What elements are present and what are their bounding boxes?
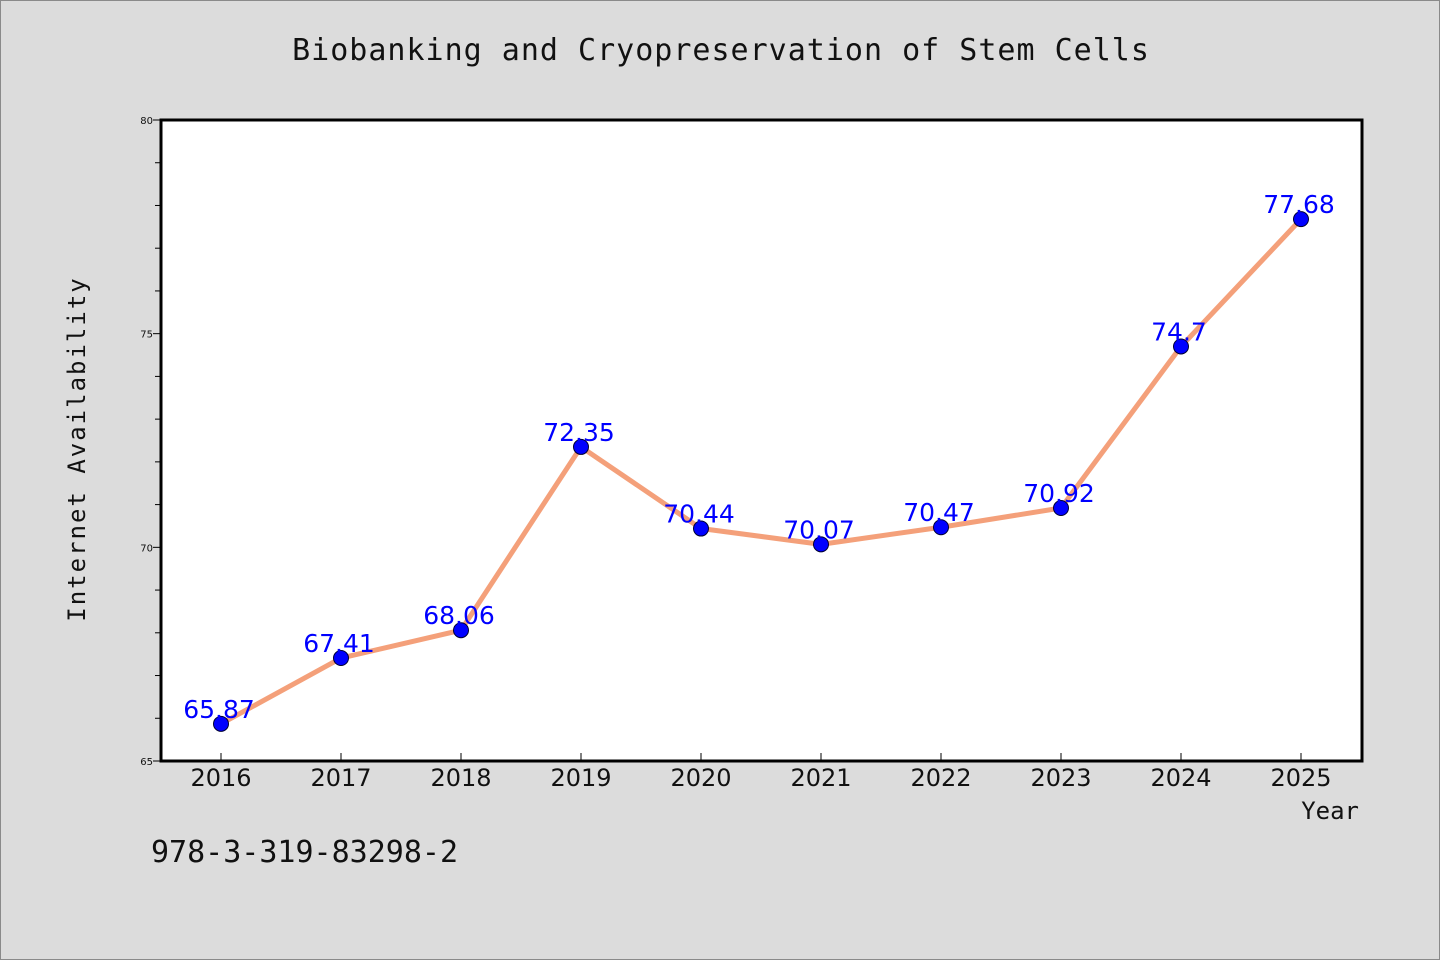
y-tick-label: 75 <box>140 330 153 341</box>
data-label: 72.35 <box>543 418 615 447</box>
data-label: 74.7 <box>1151 317 1207 346</box>
data-point <box>1053 500 1069 517</box>
data-point <box>933 519 949 536</box>
x-axis-ticks: 2016 2017 2018 2019 2020 2021 2022 2023 2024 2025 <box>190 753 1332 792</box>
plot-frame <box>159 118 1364 763</box>
data-label: 65.87 <box>183 695 255 724</box>
data-point <box>813 536 829 553</box>
x-tick-label: 2025 <box>1270 764 1331 792</box>
data-label: 70.44 <box>663 500 735 529</box>
y-axis-ticks: 65 70 75 80 <box>140 116 161 768</box>
series-group <box>213 211 1309 732</box>
data-point <box>333 650 349 667</box>
data-point <box>693 520 709 537</box>
x-axis-label: Year <box>1301 797 1359 825</box>
data-point <box>573 438 589 455</box>
y-tick-label: 65 <box>140 757 153 768</box>
series-line <box>218 216 1304 727</box>
x-tick-label: 2018 <box>430 764 491 792</box>
x-tick-label: 2023 <box>1030 764 1091 792</box>
data-point <box>1173 338 1189 355</box>
y-tick-label: 70 <box>140 543 153 554</box>
x-tick-label: 2017 <box>310 764 371 792</box>
x-tick-label: 2021 <box>790 764 851 792</box>
x-tick-label: 2020 <box>670 764 731 792</box>
x-tick-label: 2024 <box>1150 764 1211 792</box>
data-label: 70.47 <box>903 498 975 527</box>
data-label: 70.92 <box>1023 479 1095 508</box>
data-point <box>213 715 229 732</box>
data-point <box>453 622 469 639</box>
y-tick-label: 80 <box>140 116 153 127</box>
data-label: 77.68 <box>1263 190 1335 219</box>
x-tick-label: 2022 <box>910 764 971 792</box>
x-tick-label: 2019 <box>550 764 611 792</box>
data-label: 68.06 <box>423 601 495 630</box>
data-label: 67.41 <box>303 629 375 658</box>
data-labels-group: 65.87 67.41 68.06 72.35 70.44 70.07 70.47 70.92… <box>183 190 1335 724</box>
x-tick-label: 2016 <box>190 764 251 792</box>
data-point <box>1293 211 1309 228</box>
isbn-text: 978-3-319-83298-2 <box>151 835 459 870</box>
chart-title: Biobanking and Cryopreservation of Stem … <box>292 33 1150 68</box>
data-label: 70.07 <box>783 515 855 544</box>
